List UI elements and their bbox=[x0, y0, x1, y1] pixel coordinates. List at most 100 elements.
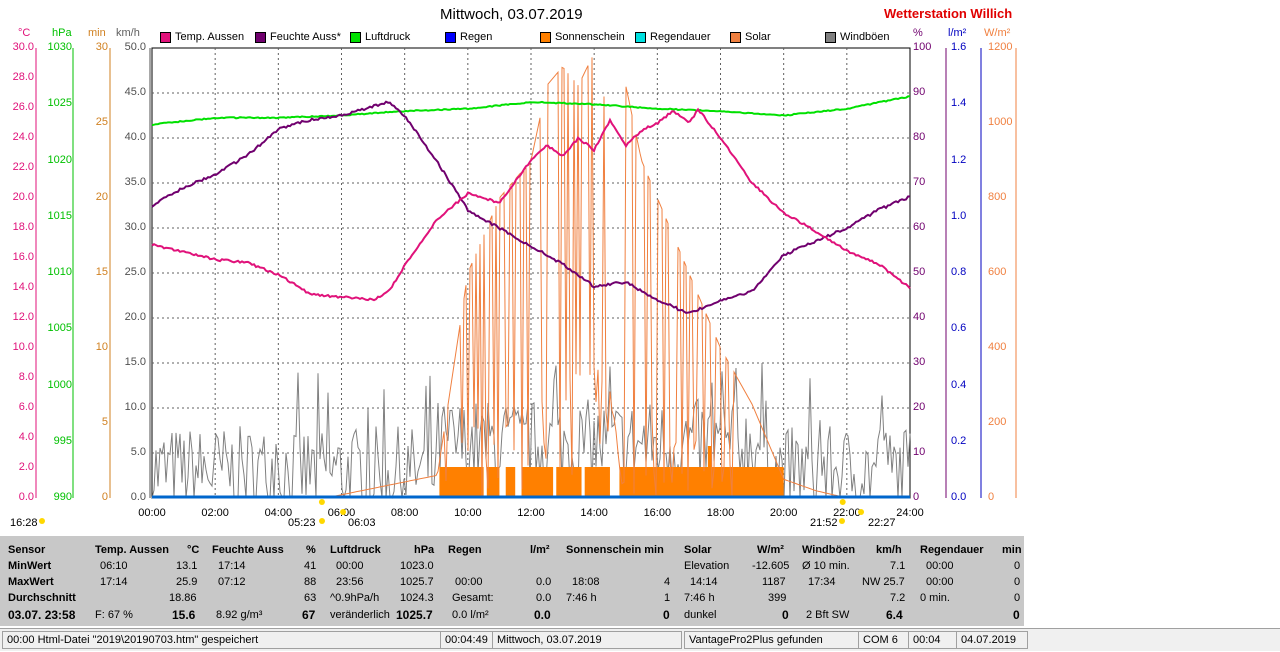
hum-max-time: 07:12 bbox=[218, 576, 246, 588]
press-max-time: 23:56 bbox=[336, 576, 364, 588]
solar-hours: 7:46 h bbox=[684, 592, 715, 604]
sun-marker bbox=[340, 509, 347, 515]
axis-tick-label: 1025 bbox=[47, 97, 72, 110]
press-min-value: 1023.0 bbox=[400, 560, 434, 572]
raindur-value-1: 0 bbox=[1014, 560, 1021, 572]
axis-tick-label: 45.0 bbox=[124, 86, 146, 98]
legend-swatch bbox=[255, 31, 266, 43]
axis-tick-label: 18.0 bbox=[12, 221, 34, 233]
axis-tick-label: 70 bbox=[913, 176, 926, 188]
axis-tick-label: 5.0 bbox=[130, 446, 146, 458]
minutes-unit: min bbox=[88, 27, 106, 39]
raindur-label-3: 0 min. bbox=[920, 592, 950, 604]
hum-min-time: 17:14 bbox=[218, 560, 246, 572]
axis-tick-label: 1.4 bbox=[951, 97, 967, 110]
wind-avg-label: Ø 10 min. bbox=[802, 560, 850, 572]
axis-tick-label: 30.0 bbox=[12, 41, 34, 53]
temp-avg: 18.86 bbox=[169, 592, 197, 604]
axis-tick-label: 30.0 bbox=[124, 221, 146, 233]
rain-max-value: 0.0 bbox=[536, 576, 552, 588]
axis-tick-label: 990 bbox=[53, 491, 72, 503]
axis-tick-label: 1010 bbox=[47, 266, 72, 278]
solar-current: 0 bbox=[782, 608, 789, 622]
sunshine-bar bbox=[707, 446, 712, 498]
solar-head-unit: W/m² bbox=[757, 544, 784, 556]
press-head-unit: hPa bbox=[414, 544, 435, 556]
axis-tick-label: 600 bbox=[988, 266, 1007, 278]
hum-min-value: 41 bbox=[304, 560, 317, 572]
axis-tick-label: 1015 bbox=[47, 209, 72, 222]
axis-tick-label: 6.0 bbox=[18, 401, 34, 413]
status-time: 00:04 bbox=[908, 631, 960, 649]
chart-title: Mittwoch, 03.07.2019 bbox=[440, 6, 583, 23]
legend-label: Windböen bbox=[840, 31, 890, 43]
temp-head-unit: °C bbox=[187, 544, 200, 556]
axis-tick-label: 2.0 bbox=[18, 461, 34, 473]
press-min-time: 00:00 bbox=[336, 560, 364, 572]
status-elapsed: 00:04:49 bbox=[440, 631, 494, 649]
axis-tick-label: 40 bbox=[913, 311, 926, 323]
axis-tick-label: 995 bbox=[53, 434, 72, 447]
hum-current: 67 bbox=[302, 608, 316, 622]
sun-head: Sonnenschein min bbox=[566, 544, 664, 556]
weather-chart bbox=[35, 47, 1017, 524]
axis-tick-label: 24.0 bbox=[12, 131, 34, 143]
sun-value-2: 1 bbox=[664, 592, 671, 604]
sunrise-time: 05:23 bbox=[288, 517, 316, 529]
sunset-time: 21:52 bbox=[810, 517, 838, 529]
x-tick-label: 14:00 bbox=[580, 507, 608, 519]
temp-unit: °C bbox=[18, 27, 31, 39]
axis-tick-label: 0.6 bbox=[951, 322, 967, 335]
sun-value: 4 bbox=[664, 576, 671, 588]
x-tick-label: 20:00 bbox=[769, 507, 798, 519]
sunshine-bar bbox=[521, 467, 554, 498]
axis-tick-label: 1030 bbox=[47, 41, 72, 53]
rain-unit: l/m² bbox=[948, 27, 967, 39]
axis-tick-label: 15.0 bbox=[124, 356, 146, 368]
axis-tick-label: 35.0 bbox=[124, 176, 146, 188]
press-desc: veränderlich bbox=[330, 609, 390, 621]
legend-item: Solar bbox=[730, 31, 771, 43]
axis-tick-label: 0.0 bbox=[130, 491, 146, 503]
row-label-max: MaxWert bbox=[8, 576, 54, 588]
pressure-series bbox=[151, 95, 911, 127]
axis-tick-label: 26.0 bbox=[12, 101, 34, 113]
raindur-time-1: 00:00 bbox=[926, 560, 954, 572]
axis-tick-label: 90 bbox=[913, 86, 926, 98]
status-bar: 00:00 Html-Datei "2019\20190703.htm" ges… bbox=[0, 628, 1280, 651]
raindur-time-2: 00:00 bbox=[926, 576, 954, 588]
axis-tick-label: 0 bbox=[913, 491, 920, 503]
axis-tick-label: 10 bbox=[913, 446, 926, 458]
axis-tick-label: 10 bbox=[95, 341, 108, 353]
row-label-avg: Durchschnitt bbox=[8, 592, 76, 604]
raindur-head-unit: min bbox=[1002, 544, 1022, 556]
legend-swatch bbox=[635, 31, 646, 43]
axis-tick-label: 5 bbox=[101, 416, 108, 428]
axis-tick-label: 50.0 bbox=[124, 41, 146, 53]
solar-dark: dunkel bbox=[684, 609, 717, 621]
solar-head: Solar bbox=[684, 544, 712, 556]
sun-time: 18:08 bbox=[572, 576, 600, 588]
axis-tick-label: 0 bbox=[988, 491, 995, 503]
wind-current: 6.4 bbox=[886, 608, 903, 622]
axis-tick-label: 1.2 bbox=[951, 153, 967, 166]
x-tick-label: 00:00 bbox=[138, 507, 166, 519]
legend-swatch bbox=[160, 31, 171, 43]
legend-item: Sonnenschein bbox=[540, 31, 625, 43]
press-max-value: 1025.7 bbox=[400, 576, 434, 588]
wind-avg: 7.1 bbox=[890, 560, 906, 572]
sunshine-bar bbox=[505, 467, 516, 498]
hum-head: Feuchte Auss bbox=[212, 544, 284, 556]
temp-current: 15.6 bbox=[172, 608, 196, 622]
x-tick-label: 16:00 bbox=[643, 507, 672, 519]
axis-tick-label: 1005 bbox=[47, 322, 72, 335]
sun-current: 0 bbox=[663, 608, 670, 622]
axis-tick-label: 15 bbox=[95, 266, 108, 278]
legend-item: Regen bbox=[445, 31, 492, 43]
sunshine-bar bbox=[584, 467, 610, 498]
axis-tick-label: 100 bbox=[913, 41, 932, 53]
legend-label: Feuchte Auss* bbox=[270, 31, 341, 43]
hum-head-unit: % bbox=[306, 544, 316, 556]
temp-max-time: 17:14 bbox=[100, 576, 128, 588]
sun-marker bbox=[318, 499, 325, 505]
